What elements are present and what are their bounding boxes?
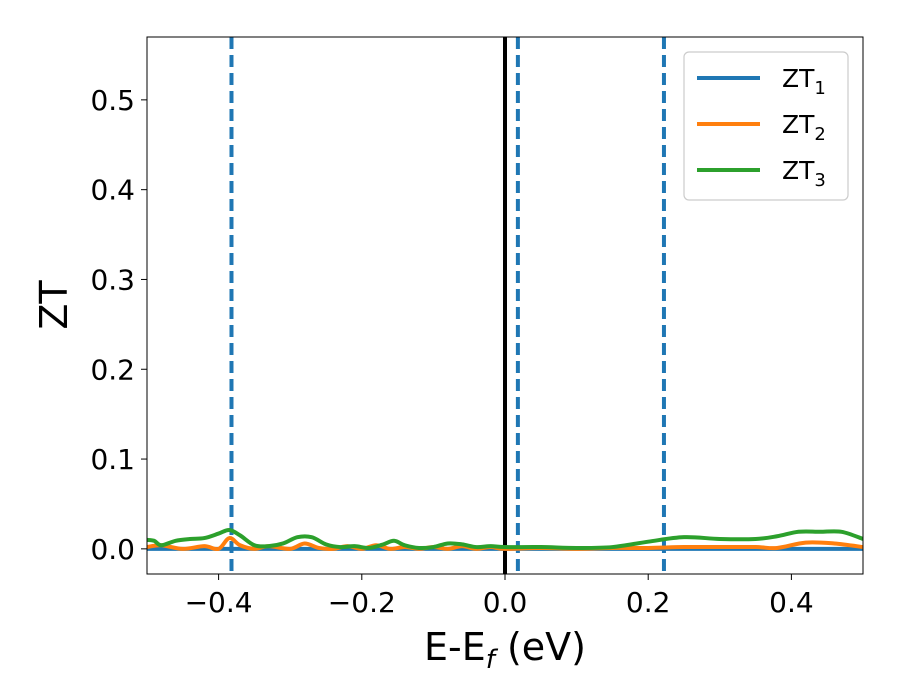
legend-frame: [683, 51, 849, 201]
y-tick-label: 0.3: [90, 263, 135, 296]
y-tick-label: 0.5: [90, 84, 135, 117]
series-line-zt3: [147, 527, 863, 551]
legend-label-zt3: ZT3: [782, 156, 826, 191]
x-tick-label: −0.4: [185, 586, 253, 619]
x-tick-label: 0.0: [483, 586, 528, 619]
legend: ZT1 ZT2 ZT3: [683, 51, 849, 201]
legend-label-zt1: ZT1: [782, 64, 826, 99]
y-tick-label: 0.4: [90, 174, 135, 207]
y-tick-label: 0.1: [90, 443, 135, 476]
x-tick-label: 0.4: [769, 586, 814, 619]
y-axis-title: ZT: [32, 280, 76, 330]
legend-label-zt2: ZT2: [782, 110, 826, 145]
y-tick-label: 0.0: [90, 533, 135, 566]
x-tick-label: 0.2: [626, 586, 671, 619]
x-tick-label: −0.2: [328, 586, 396, 619]
x-axis-title: E-Ef (eV): [424, 625, 586, 675]
y-tick-label: 0.2: [90, 353, 135, 386]
